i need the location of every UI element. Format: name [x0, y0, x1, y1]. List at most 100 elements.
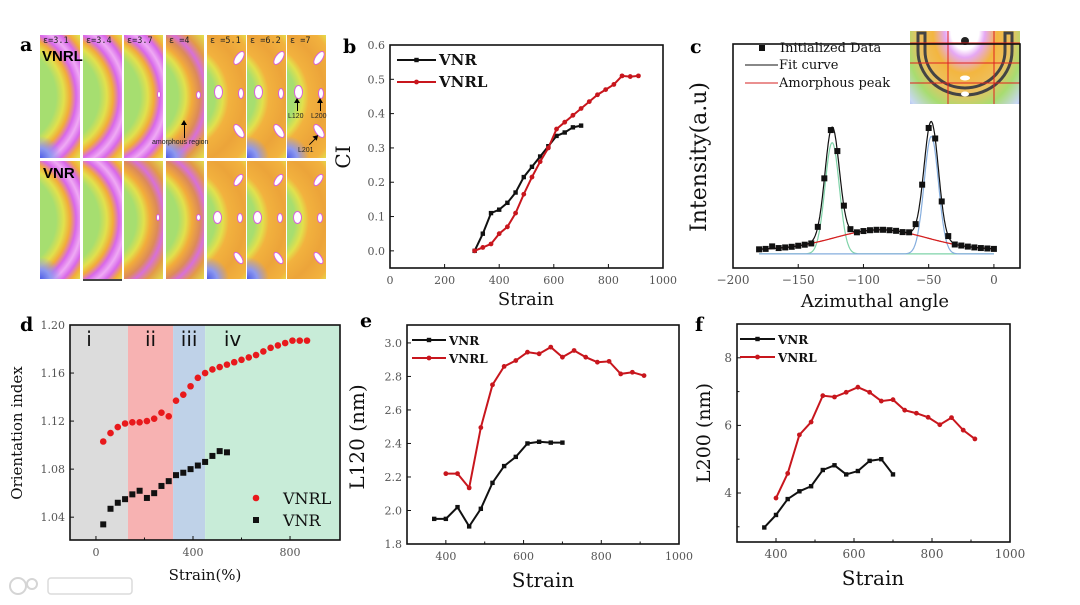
data-point-vnr	[808, 484, 814, 489]
x-tick-label: 800	[921, 547, 944, 561]
data-point-vnrl	[949, 415, 954, 421]
y-tick-label: 8	[724, 351, 732, 365]
data-point-vnrl	[114, 423, 122, 431]
data-point-vnrl	[641, 373, 647, 379]
y-axis-title: Orientation index	[8, 366, 26, 500]
data-point-vnrl	[466, 485, 472, 491]
data-point-vnrl	[554, 126, 559, 132]
data-point-vnr	[480, 231, 486, 236]
data-point-vnr	[879, 456, 884, 462]
y-axis-title: CI	[331, 145, 355, 168]
region-band-iii	[173, 325, 206, 540]
data-point-vnr	[455, 504, 460, 510]
data-point-initialized data	[951, 241, 958, 248]
data-point-vnrl	[603, 87, 609, 92]
data-point-initialized data	[827, 127, 834, 134]
data-point-initialized data	[906, 229, 913, 236]
legend-label: VNRL	[448, 352, 488, 366]
pattern-vnr-2	[83, 161, 122, 281]
series-vnr	[472, 123, 584, 254]
data-point-vnrl	[245, 354, 253, 361]
data-point-vnr	[158, 482, 165, 489]
data-point-vnrl	[252, 351, 260, 359]
data-point-vnr	[151, 490, 158, 497]
data-point-vnr	[173, 472, 180, 479]
x-tick-label: 1000	[649, 274, 677, 287]
data-point-vnrl	[619, 73, 625, 79]
data-point-vnrl	[536, 351, 542, 357]
pattern-vnr-6	[247, 161, 286, 279]
data-point-vnr	[578, 123, 584, 128]
data-point-initialized data	[847, 226, 854, 233]
data-point-initialized data	[769, 243, 776, 250]
axes-frame	[69, 324, 341, 541]
legend-label: VNRL	[282, 489, 332, 508]
data-point-initialized data	[919, 181, 926, 188]
y-tick-label: 0.0	[368, 245, 386, 258]
data-point-initialized data	[808, 240, 815, 247]
x-tick-label: 400	[765, 547, 788, 561]
pattern-vnr-3	[124, 161, 163, 279]
data-point-vnrl	[455, 471, 460, 477]
annotation-l120: L120	[288, 113, 304, 120]
data-point-vnr	[562, 130, 567, 135]
arrow-icon	[181, 120, 187, 138]
panel-label-d: d	[20, 314, 34, 336]
y-tick-label: 3.0	[385, 337, 403, 350]
data-point-initialized data	[977, 245, 984, 252]
data-point-initialized data	[873, 226, 880, 233]
data-point-vnr	[755, 336, 760, 342]
series-line	[763, 458, 894, 529]
data-point-vnr	[223, 449, 230, 456]
data-point-vnrl	[570, 112, 576, 118]
data-point-initialized data	[840, 202, 847, 209]
y-tick-label: 1.08	[41, 463, 66, 476]
arrow-icon	[294, 98, 300, 111]
x-axis-title: Strain	[512, 568, 575, 592]
data-point-vnrl	[855, 384, 861, 390]
data-point-vnr	[832, 463, 837, 468]
legend: Initialized Data Fit curve Amorphous peak	[745, 41, 890, 91]
x-tick-label: 800	[280, 546, 301, 559]
data-point-vnrl	[252, 494, 260, 502]
data-point-vnrl	[296, 337, 304, 344]
strain-label: ε=3.4	[86, 36, 112, 46]
data-point-vnrl	[136, 418, 143, 426]
data-point-vnrl	[562, 119, 568, 125]
data-point-vnrl	[194, 374, 202, 382]
data-point-vnrl	[223, 361, 231, 368]
data-point-vnr	[560, 440, 565, 445]
data-point-vnr	[537, 154, 543, 159]
data-point-vnrl	[267, 344, 274, 352]
data-point-vnrl	[490, 382, 495, 388]
data-point-vnrl	[238, 356, 245, 364]
data-point-vnr	[505, 200, 510, 206]
data-point-vnr	[194, 462, 201, 469]
data-point-vnr	[529, 164, 535, 169]
data-point-vnrl	[478, 425, 484, 430]
panel-label-f: f	[695, 314, 704, 336]
region-label: iv	[224, 327, 242, 351]
strain-label: ε =4	[169, 36, 190, 46]
data-point-initialized data	[945, 233, 952, 240]
data-point-initialized data	[860, 228, 867, 235]
data-point-vnr	[844, 472, 849, 477]
data-point-vnrl	[618, 371, 624, 377]
data-point-vnrl	[627, 74, 633, 79]
data-point-vnr	[570, 125, 576, 130]
data-point-vnrl	[867, 389, 872, 395]
x-tick-label: 0	[92, 546, 99, 559]
y-tick-label: 2.8	[385, 370, 403, 383]
data-point-vnrl	[172, 397, 180, 404]
data-point-vnr	[432, 516, 437, 522]
peak-2-fit	[759, 135, 994, 255]
strain-label: ε=3.1	[43, 36, 69, 46]
series-line	[434, 440, 563, 529]
data-point-vnr	[513, 190, 518, 195]
data-point-vnr	[785, 496, 790, 502]
series-line	[473, 124, 582, 252]
strain-label: ε =5.1	[210, 36, 241, 46]
data-point-vnr	[525, 441, 530, 446]
data-point-initialized data	[971, 244, 978, 251]
peak-1-fit	[759, 141, 994, 255]
